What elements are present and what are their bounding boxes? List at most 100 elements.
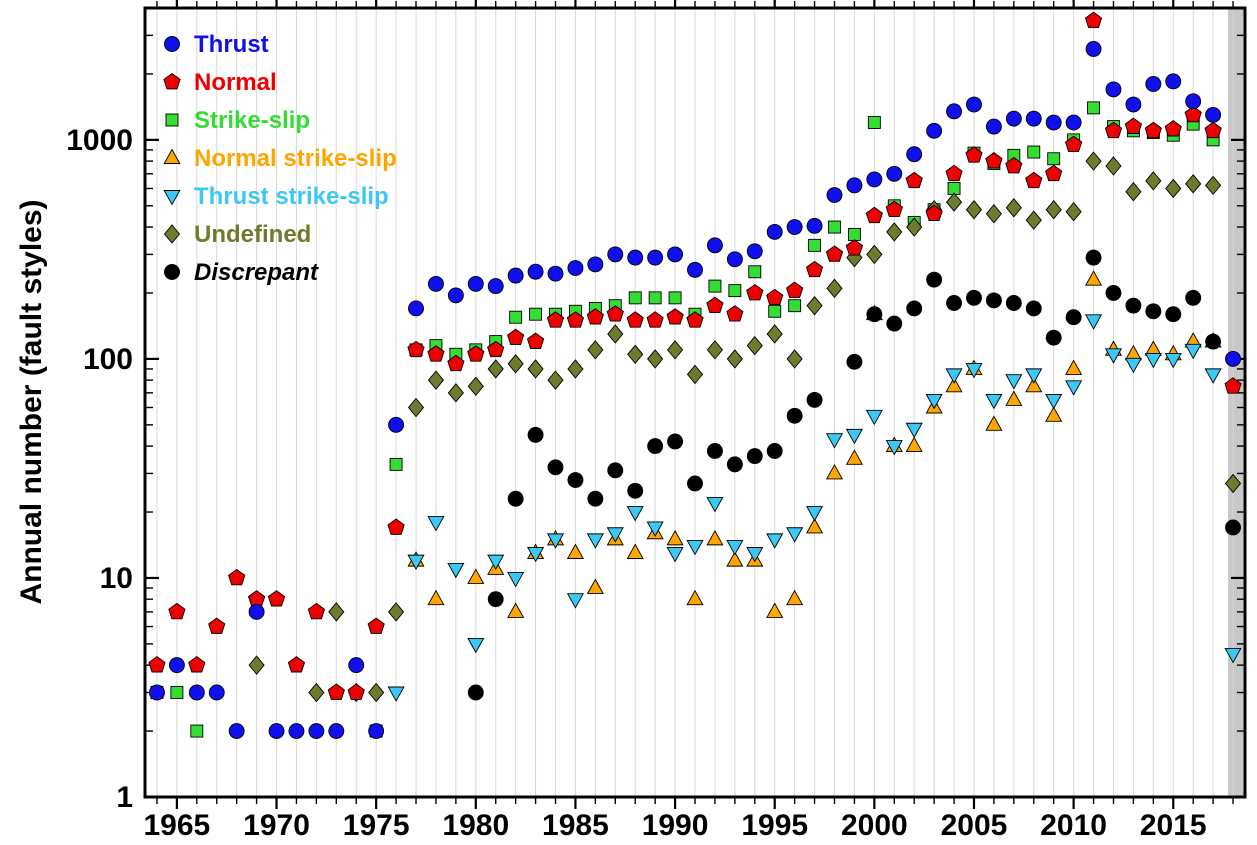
data-point	[1104, 348, 1123, 364]
data-point	[347, 683, 365, 700]
data-point	[867, 116, 881, 129]
data-point	[148, 656, 166, 673]
data-point	[708, 279, 722, 293]
data-point	[607, 246, 624, 263]
data-point	[188, 684, 205, 701]
x-tick-label: 2005	[941, 809, 1008, 842]
data-point	[427, 370, 445, 390]
data-point	[387, 686, 405, 702]
data-point	[427, 275, 444, 292]
data-point	[607, 462, 624, 479]
data-point	[766, 223, 783, 240]
data-point	[1145, 303, 1162, 320]
data-point	[666, 308, 684, 325]
legend-label: Normal strike-slip	[194, 145, 397, 172]
data-point	[647, 249, 664, 266]
data-point	[1224, 647, 1242, 664]
data-point	[885, 440, 903, 456]
data-point	[1184, 343, 1202, 360]
data-point	[586, 308, 604, 325]
x-tick-label: 1975	[343, 809, 410, 842]
data-point	[866, 306, 883, 323]
data-point	[866, 244, 883, 265]
data-point	[547, 370, 564, 390]
data-point	[526, 332, 545, 349]
data-point	[507, 490, 524, 507]
data-point	[467, 376, 484, 396]
data-point	[149, 684, 165, 701]
data-point	[587, 490, 604, 507]
data-point	[248, 603, 265, 620]
data-point	[1224, 473, 1242, 494]
data-point	[1124, 117, 1143, 134]
data-point	[786, 589, 804, 606]
data-point	[427, 589, 445, 606]
x-tick-label: 2000	[841, 809, 908, 842]
data-point	[447, 287, 464, 304]
x-tick-label: 1980	[442, 809, 509, 842]
data-point	[1185, 174, 1202, 194]
data-point	[1224, 377, 1242, 394]
data-point	[965, 362, 983, 379]
series-thrust-strike-slip	[387, 314, 1242, 702]
data-point	[546, 533, 565, 549]
data-point	[1145, 76, 1162, 92]
data-point	[1045, 164, 1063, 182]
data-point	[566, 593, 585, 609]
data-point	[467, 637, 485, 654]
data-point	[1185, 93, 1202, 110]
data-point	[1065, 114, 1082, 131]
data-point	[686, 589, 704, 606]
data-point	[407, 340, 425, 358]
data-point	[1085, 151, 1102, 171]
data-point	[825, 433, 844, 449]
data-point	[387, 518, 405, 535]
x-tick-label: 1970	[243, 809, 310, 842]
data-point	[447, 354, 465, 372]
data-point	[706, 340, 724, 360]
data-point	[487, 359, 504, 379]
data-point	[567, 260, 584, 276]
data-point	[1125, 297, 1142, 314]
legend-label: Normal	[194, 69, 277, 96]
data-point	[1205, 106, 1222, 123]
data-point	[308, 723, 325, 740]
data-point	[527, 547, 545, 563]
data-point	[1085, 41, 1102, 57]
data-point	[527, 359, 544, 379]
data-point	[208, 617, 226, 634]
data-point	[1025, 376, 1043, 393]
legend-item: Normal strike-slip	[163, 145, 397, 172]
data-point	[646, 311, 664, 328]
data-point	[327, 683, 345, 700]
data-point	[905, 171, 923, 189]
data-point	[1164, 120, 1182, 137]
data-point	[985, 152, 1003, 169]
data-point	[1164, 352, 1182, 369]
highlight-band	[1228, 8, 1245, 797]
data-point	[906, 300, 923, 317]
data-point	[626, 506, 644, 522]
data-point	[885, 200, 903, 218]
data-point	[886, 165, 903, 182]
y-tick-label: 1000	[66, 124, 133, 157]
data-point	[188, 656, 206, 673]
data-point	[786, 349, 803, 369]
data-point	[163, 224, 181, 244]
data-point	[766, 602, 784, 618]
legend-label: Thrust strike-slip	[194, 183, 389, 210]
data-point	[1047, 152, 1061, 166]
data-point	[328, 602, 345, 622]
legend-item: Discrepant	[164, 259, 319, 286]
data-point	[529, 307, 543, 321]
data-point	[748, 265, 762, 279]
x-tick-label: 1985	[542, 809, 609, 842]
data-point	[628, 291, 642, 305]
data-point	[726, 349, 743, 369]
data-point	[687, 475, 703, 492]
data-point	[1125, 181, 1142, 202]
data-point	[586, 578, 604, 594]
y-tick-label: 10	[100, 562, 133, 595]
data-point	[686, 364, 704, 385]
